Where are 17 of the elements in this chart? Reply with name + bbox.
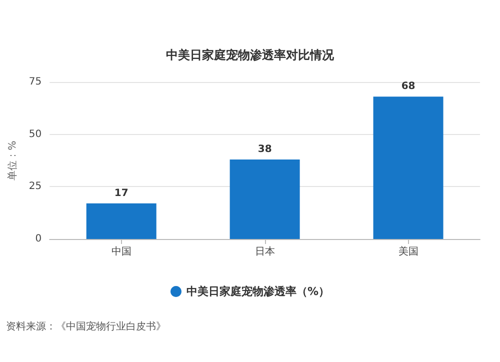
chart-title: 中美日家庭宠物渗透率对比情况 xyxy=(166,48,335,62)
bar xyxy=(86,203,156,239)
y-tick-label: 75 xyxy=(28,76,42,88)
y-tick-label: 50 xyxy=(28,128,42,140)
y-tick-label: 0 xyxy=(35,234,42,244)
data-label: 17 xyxy=(114,188,128,199)
bar xyxy=(373,96,444,239)
legend-label: 中美日家庭宠物渗透率（%） xyxy=(186,285,330,298)
data-label: 68 xyxy=(401,81,416,92)
data-label: 38 xyxy=(258,144,272,155)
x-tick-label: 美国 xyxy=(398,246,418,258)
text: 资料来源：《中国宠物行业白皮书》 xyxy=(6,320,166,332)
x-tick-label: 中国 xyxy=(111,246,132,258)
x-tick-label: 日本 xyxy=(254,246,275,258)
bar xyxy=(230,159,300,239)
y-tick-label: 25 xyxy=(28,181,42,192)
y-axis-title: 单位：% xyxy=(6,140,18,180)
